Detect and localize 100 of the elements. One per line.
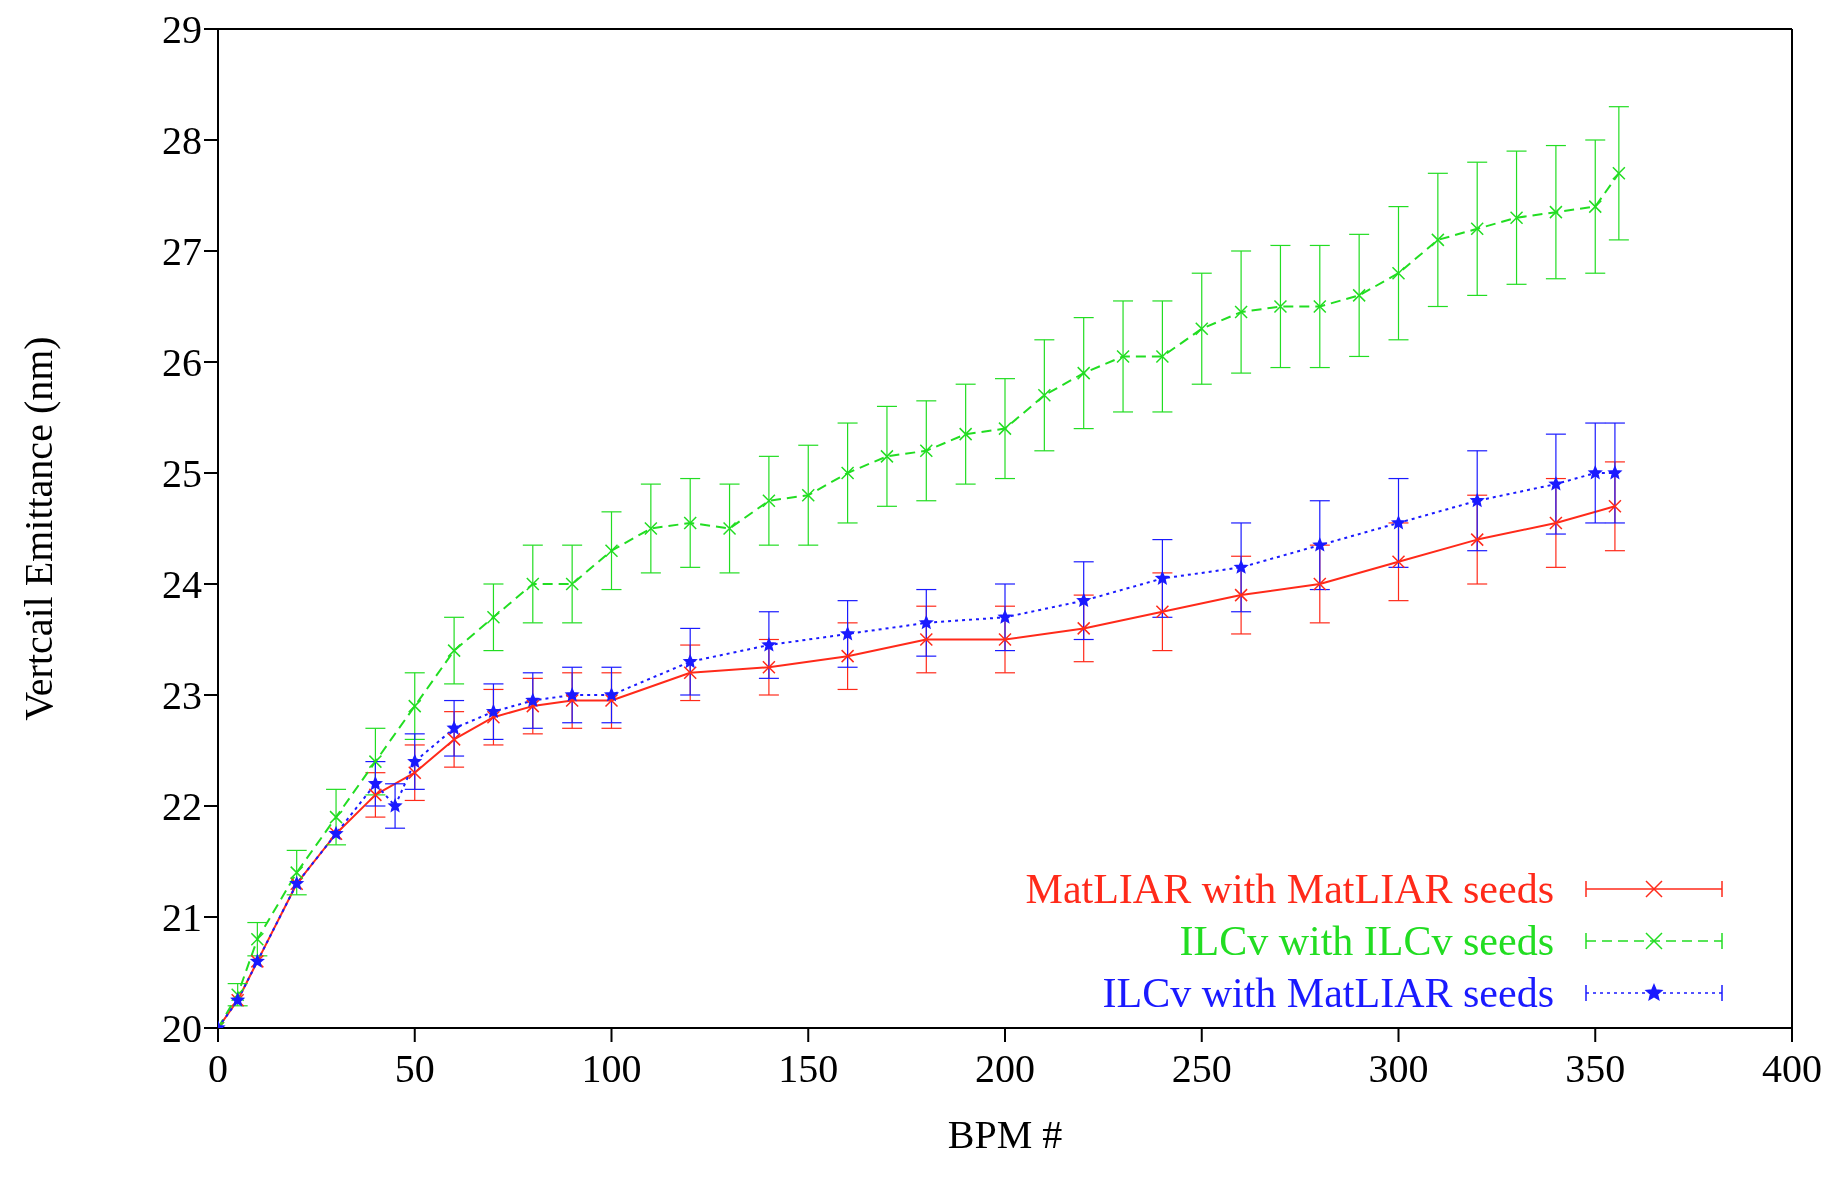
x-tick-label: 400 xyxy=(1762,1046,1822,1092)
x-tick-label: 350 xyxy=(1565,1046,1626,1092)
point xyxy=(880,449,894,464)
point xyxy=(1037,388,1052,403)
point xyxy=(604,693,619,708)
point xyxy=(486,704,500,718)
point xyxy=(1588,466,1602,479)
point xyxy=(919,632,934,647)
y-tick-label: 27 xyxy=(162,229,202,275)
point xyxy=(1470,532,1484,547)
point xyxy=(486,610,501,625)
point xyxy=(368,777,382,790)
point xyxy=(1234,305,1248,319)
point xyxy=(1273,299,1288,314)
point xyxy=(565,693,579,708)
y-tick-label: 22 xyxy=(162,784,202,830)
point xyxy=(1116,349,1130,364)
point xyxy=(1155,571,1169,585)
x-tick-label: 100 xyxy=(581,1046,642,1092)
point xyxy=(250,932,265,946)
point xyxy=(1612,166,1626,181)
point xyxy=(919,616,933,629)
point xyxy=(1076,621,1091,636)
point xyxy=(998,421,1012,436)
point xyxy=(1234,588,1248,602)
point xyxy=(801,488,815,502)
point xyxy=(762,494,776,508)
point xyxy=(1234,560,1248,573)
point xyxy=(565,577,579,591)
point xyxy=(1076,366,1091,380)
point xyxy=(408,754,422,768)
point xyxy=(408,765,422,780)
point xyxy=(1077,593,1091,607)
point xyxy=(1431,233,1445,247)
point xyxy=(1391,266,1406,280)
point xyxy=(958,427,973,441)
point xyxy=(447,643,461,658)
point xyxy=(840,649,855,663)
y-tick-label: 26 xyxy=(162,340,202,386)
point xyxy=(840,466,855,480)
point xyxy=(447,721,461,734)
point xyxy=(683,516,697,530)
y-tick-label: 29 xyxy=(162,7,202,53)
y-axis-title: Vertcail Emittance (nm) xyxy=(16,336,62,721)
point xyxy=(1155,349,1170,364)
point xyxy=(526,699,540,713)
point xyxy=(1549,516,1563,530)
y-tick-label: 21 xyxy=(162,895,202,941)
point xyxy=(1509,210,1524,225)
point xyxy=(1155,605,1170,619)
y-tick-label: 20 xyxy=(162,1006,202,1052)
x-tick-label: 300 xyxy=(1368,1046,1429,1092)
point xyxy=(1313,299,1327,314)
point xyxy=(1608,499,1622,514)
x-tick-label: 250 xyxy=(1171,1046,1232,1092)
point xyxy=(722,521,737,536)
point xyxy=(1392,516,1405,529)
point xyxy=(644,521,658,536)
point xyxy=(604,543,619,558)
point xyxy=(1608,466,1622,479)
point xyxy=(388,799,402,812)
point xyxy=(565,688,579,701)
point xyxy=(1313,577,1327,591)
point xyxy=(683,654,697,668)
y-tick-label: 28 xyxy=(162,118,202,164)
point xyxy=(1195,321,1209,336)
point xyxy=(368,754,383,769)
legend-label: ILCv with ILCv seeds xyxy=(1179,917,1554,965)
x-axis-title: BPM # xyxy=(947,1112,1063,1157)
point xyxy=(408,699,422,713)
x-tick-label: 150 xyxy=(778,1046,839,1092)
point xyxy=(998,610,1012,623)
point xyxy=(1391,555,1406,569)
point xyxy=(1313,538,1327,551)
point xyxy=(447,732,461,747)
y-tick-label: 25 xyxy=(162,451,202,497)
x-tick-label: 200 xyxy=(975,1046,1035,1092)
point xyxy=(1549,205,1563,219)
point xyxy=(1588,199,1602,214)
point xyxy=(329,810,343,824)
x-tick-label: 0 xyxy=(208,1046,228,1092)
legend-label: MatLIAR with MatLIAR seeds xyxy=(1025,865,1554,913)
point xyxy=(1470,494,1484,507)
y-tick-label: 24 xyxy=(162,562,202,608)
point xyxy=(1352,288,1366,303)
point xyxy=(762,638,776,651)
point xyxy=(526,693,540,707)
point xyxy=(1470,222,1484,236)
point xyxy=(1549,477,1563,490)
point xyxy=(605,688,618,701)
point xyxy=(486,710,501,724)
y-tick-label: 23 xyxy=(162,673,202,719)
point xyxy=(841,627,855,640)
point xyxy=(368,788,383,802)
point xyxy=(998,632,1012,647)
x-tick-label: 50 xyxy=(394,1046,435,1092)
point xyxy=(289,865,304,880)
point xyxy=(762,660,776,674)
point xyxy=(230,987,245,1002)
point xyxy=(919,444,934,458)
